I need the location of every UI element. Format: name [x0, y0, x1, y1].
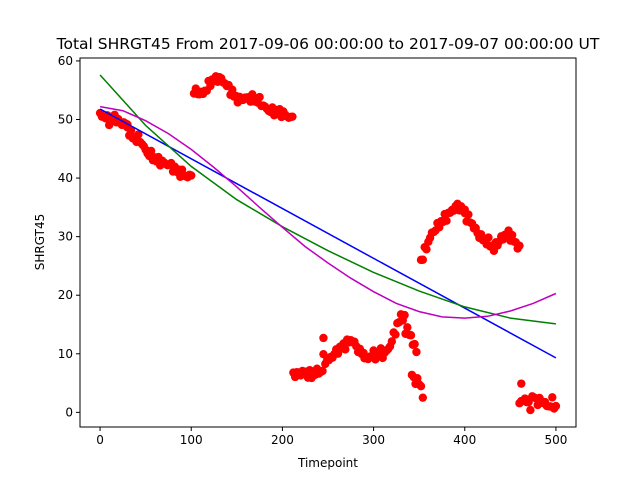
data-point [464, 210, 473, 219]
data-point [418, 255, 428, 264]
x-tick-label: 0 [96, 433, 104, 447]
data-point [400, 310, 409, 320]
y-tick-label: 60 [58, 54, 73, 68]
y-tick-label: 30 [58, 230, 73, 244]
fit-line [99, 105, 557, 319]
y-tick-label: 40 [58, 171, 73, 185]
data-point [318, 366, 327, 376]
data-point [187, 171, 196, 180]
data-point [288, 112, 297, 121]
fit-line [99, 74, 556, 325]
data-point [526, 405, 535, 415]
data-point [406, 331, 416, 340]
scatter-points [95, 72, 561, 415]
data-point [403, 323, 412, 332]
x-tick-label: 200 [271, 433, 294, 447]
data-point [484, 233, 493, 242]
x-tick-label: 100 [180, 433, 203, 447]
x-axis-ticks: 0 100 200 300 400 500 [96, 427, 567, 447]
data-point [134, 130, 143, 139]
data-point [551, 401, 561, 411]
data-point [319, 333, 328, 343]
data-point [387, 337, 397, 346]
x-tick-label: 500 [544, 433, 567, 447]
data-point [517, 379, 526, 388]
chart-title: Total SHRGT45 From 2017-09-06 00:00:00 t… [56, 35, 600, 53]
data-point [442, 216, 451, 225]
y-tick-label: 10 [58, 347, 73, 361]
data-point [126, 126, 136, 135]
fit-lines [99, 74, 557, 359]
data-point [255, 92, 264, 102]
x-tick-label: 400 [453, 433, 476, 447]
data-point [548, 393, 557, 402]
y-tick-label: 20 [58, 288, 73, 302]
y-axis-title: SHRGT45 [33, 214, 47, 270]
data-point [371, 355, 380, 364]
x-tick-label: 300 [362, 433, 385, 447]
data-point [146, 146, 156, 156]
data-point [104, 120, 114, 130]
y-axis-ticks: 0 10 20 30 40 50 60 [58, 54, 80, 419]
data-point [515, 241, 524, 250]
data-point [507, 230, 517, 240]
x-axis-title: Timepoint [297, 456, 358, 470]
data-point [416, 381, 426, 391]
data-point [410, 339, 419, 349]
y-tick-label: 50 [58, 113, 73, 127]
data-point [391, 330, 400, 339]
data-point [418, 393, 428, 402]
y-tick-label: 0 [65, 405, 73, 419]
data-point [341, 345, 350, 354]
data-point [412, 347, 421, 357]
plot-frame [79, 57, 577, 428]
data-point [319, 349, 328, 359]
data-point [422, 245, 431, 254]
data-point [228, 85, 237, 94]
